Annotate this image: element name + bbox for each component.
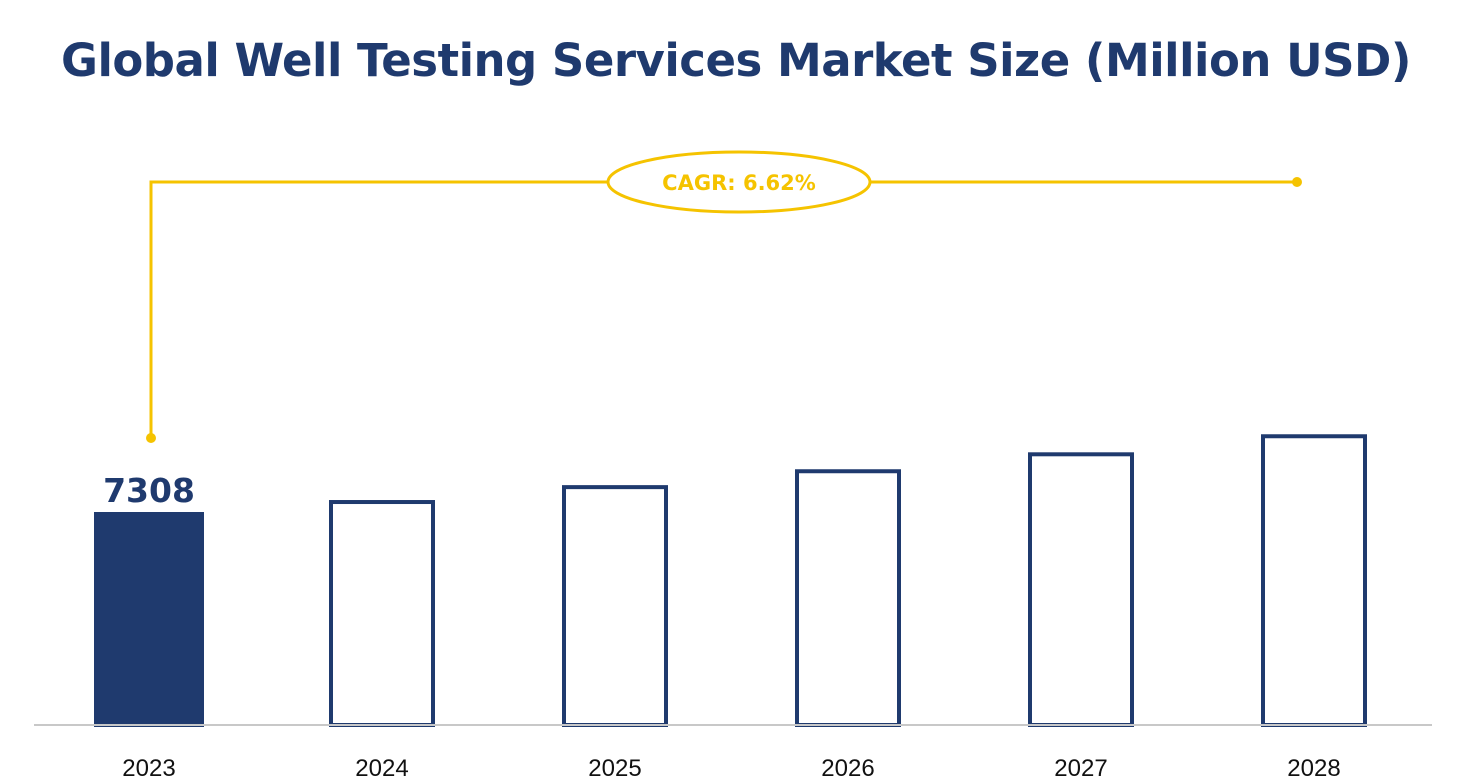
bar-2025 [562, 485, 668, 727]
cagr-label: CAGR: 6.62% [662, 171, 816, 195]
x-tick-label-2026: 2026 [821, 755, 874, 781]
cagr-end-dot [1292, 177, 1302, 187]
bar-2024 [329, 500, 435, 727]
cagr-start-dot [146, 433, 156, 443]
x-tick-label-2024: 2024 [355, 755, 408, 781]
chart-title: Global Well Testing Services Market Size… [61, 34, 1411, 87]
bar-2028 [1261, 434, 1367, 727]
x-tick-label-2028: 2028 [1287, 755, 1340, 781]
bar-2023 [94, 512, 204, 727]
cagr-bracket-line [149, 180, 1297, 438]
bar-2026 [795, 469, 901, 727]
x-tick-label-2023: 2023 [122, 755, 175, 781]
bar-2027 [1028, 452, 1134, 727]
data-label-2023: 7308 [103, 471, 195, 510]
cagr-ellipse [606, 150, 872, 214]
x-tick-label-2025: 2025 [588, 755, 641, 781]
x-tick-label-2027: 2027 [1054, 755, 1107, 781]
